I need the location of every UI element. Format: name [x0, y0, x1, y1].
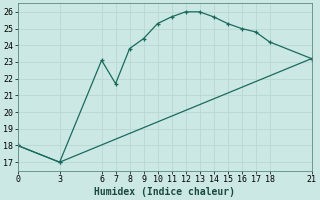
X-axis label: Humidex (Indice chaleur): Humidex (Indice chaleur) — [94, 186, 235, 197]
